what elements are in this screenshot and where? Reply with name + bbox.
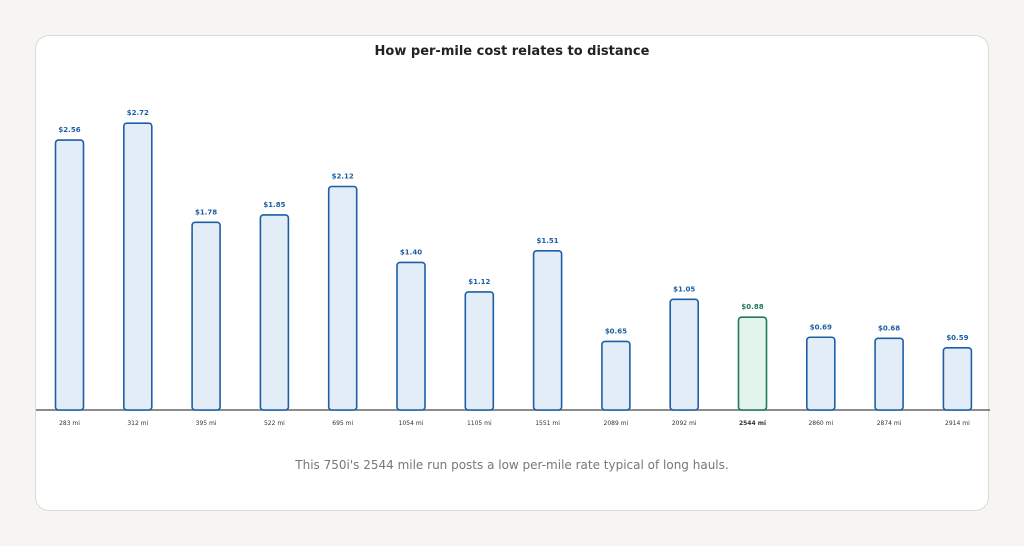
bar — [532, 250, 563, 411]
bar — [191, 221, 221, 411]
x-tick-label: 2089 mi — [604, 420, 629, 427]
x-tick-label: 2544 mi — [739, 420, 766, 427]
bar-value-label: $1.85 — [263, 201, 285, 209]
bar — [259, 214, 290, 411]
bar-value-label: $2.56 — [58, 126, 80, 134]
x-tick-label: 2860 mi — [808, 420, 833, 427]
bar — [669, 298, 700, 411]
x-tick-label: 395 mi — [196, 420, 217, 427]
chart-card: How per-mile cost relates to distance $2… — [35, 35, 990, 511]
bar — [54, 139, 85, 411]
bar-value-label: $1.12 — [468, 278, 490, 286]
bar — [942, 346, 973, 411]
x-tick-label: 1054 mi — [399, 420, 424, 427]
bar-value-label: $1.40 — [400, 248, 422, 256]
chart-title: How per-mile cost relates to distance — [374, 44, 650, 59]
bar-value-label: $1.51 — [537, 237, 559, 245]
x-tick-label: 2914 mi — [945, 420, 970, 427]
bar-value-label: $1.78 — [195, 208, 217, 216]
bar-highlighted — [737, 316, 768, 411]
x-tick-label: 283 mi — [59, 420, 80, 427]
x-tick-label: 522 mi — [264, 420, 285, 427]
bar-value-label: $0.68 — [878, 324, 900, 332]
bar-value-label: $2.12 — [332, 172, 354, 180]
x-tick-label: 312 mi — [127, 420, 148, 427]
x-tick-label: 2092 mi — [672, 420, 697, 427]
x-tick-label: 1105 mi — [467, 420, 492, 427]
bar — [123, 122, 153, 411]
bar — [396, 261, 426, 411]
bar-value-label: $2.72 — [127, 109, 149, 117]
bar-value-label: $0.59 — [946, 334, 968, 342]
bar — [805, 336, 836, 411]
bar-value-label: $0.65 — [605, 327, 627, 335]
x-tick-label: 1551 mi — [535, 420, 560, 427]
bar — [601, 340, 631, 411]
bar-value-label: $0.69 — [810, 323, 832, 331]
bar-value-label: $1.05 — [673, 285, 695, 293]
bar-value-label: $0.88 — [741, 303, 763, 311]
x-tick-label: 695 mi — [332, 420, 353, 427]
bar — [464, 291, 495, 411]
bar — [874, 337, 904, 411]
bar-chart: $2.56 283 mi $2.72 312 mi $1.78 395 mi $1.85 52… — [36, 109, 990, 427]
chart-caption: This 750i's 2544 mile run posts a low pe… — [295, 458, 729, 472]
x-tick-label: 2874 mi — [877, 420, 902, 427]
bar — [327, 185, 358, 411]
